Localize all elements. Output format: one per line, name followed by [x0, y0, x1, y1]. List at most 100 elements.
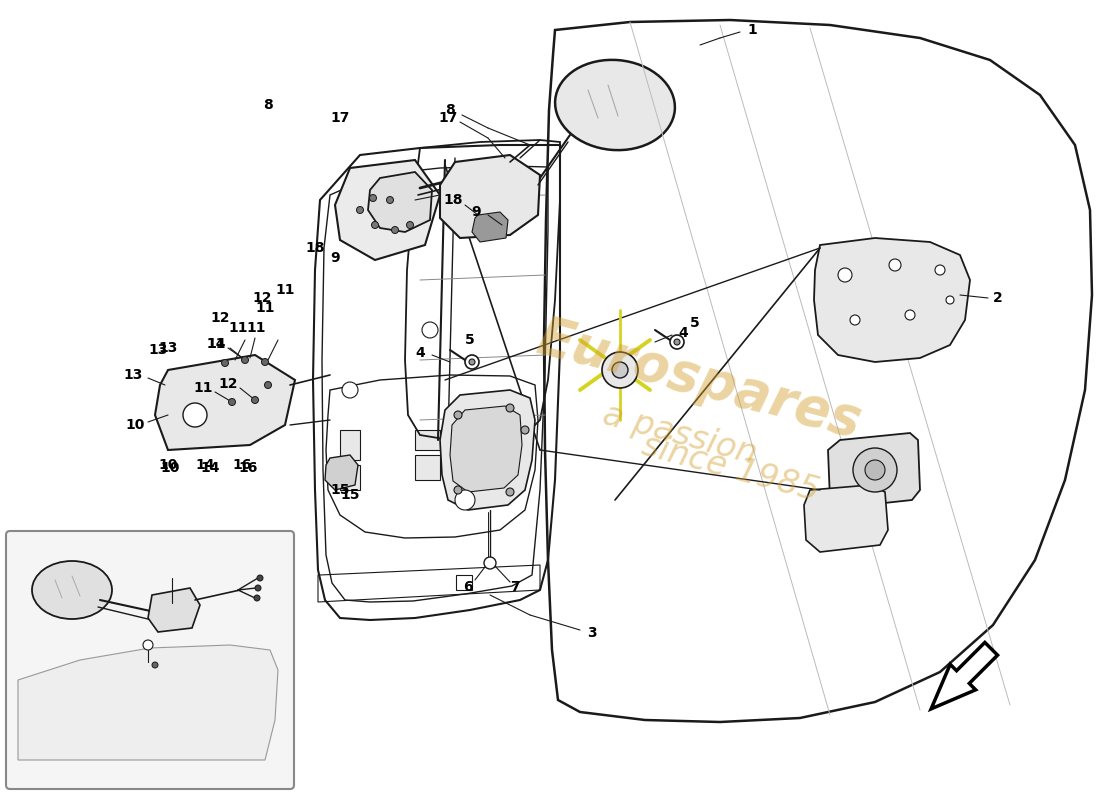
Circle shape [254, 595, 260, 601]
Circle shape [905, 310, 915, 320]
Text: 16: 16 [239, 461, 257, 475]
Text: 18: 18 [443, 193, 463, 207]
Polygon shape [415, 430, 440, 450]
Text: 13: 13 [158, 341, 178, 355]
Text: 14: 14 [207, 337, 226, 351]
Circle shape [262, 358, 268, 366]
Polygon shape [804, 485, 888, 552]
Circle shape [370, 194, 376, 202]
Circle shape [372, 222, 378, 229]
Text: 11: 11 [229, 321, 248, 335]
Circle shape [342, 382, 358, 398]
Text: 13: 13 [123, 368, 143, 382]
Text: 16: 16 [232, 458, 252, 472]
Circle shape [865, 460, 886, 480]
Circle shape [422, 322, 438, 338]
Polygon shape [440, 390, 535, 510]
Text: 6: 6 [463, 580, 473, 594]
Circle shape [612, 362, 628, 378]
Text: 13: 13 [148, 343, 167, 357]
Text: Eurospares: Eurospares [532, 312, 868, 448]
Circle shape [852, 448, 896, 492]
Polygon shape [18, 645, 278, 760]
Text: 15: 15 [340, 488, 360, 502]
Circle shape [506, 488, 514, 496]
Polygon shape [324, 455, 358, 490]
Circle shape [407, 222, 414, 229]
Polygon shape [472, 212, 508, 242]
Circle shape [455, 490, 475, 510]
Circle shape [850, 315, 860, 325]
Text: 11: 11 [275, 283, 295, 297]
Circle shape [242, 357, 249, 363]
Text: 4: 4 [415, 346, 425, 360]
Circle shape [221, 359, 229, 366]
Circle shape [469, 359, 475, 365]
Text: 5: 5 [690, 316, 700, 330]
Polygon shape [931, 642, 998, 709]
Text: 7: 7 [510, 580, 520, 594]
Ellipse shape [556, 60, 675, 150]
Polygon shape [368, 172, 432, 232]
Circle shape [454, 411, 462, 419]
Text: 11: 11 [194, 381, 212, 395]
FancyBboxPatch shape [6, 531, 294, 789]
Circle shape [356, 206, 363, 214]
Polygon shape [415, 455, 440, 480]
Circle shape [152, 662, 158, 668]
Circle shape [935, 265, 945, 275]
Text: 14: 14 [196, 458, 214, 472]
Circle shape [674, 339, 680, 345]
Circle shape [392, 226, 398, 234]
Text: 11: 11 [246, 321, 266, 335]
Polygon shape [148, 588, 200, 632]
Circle shape [838, 268, 853, 282]
Text: 8: 8 [446, 103, 455, 117]
Text: 9: 9 [330, 251, 340, 265]
Circle shape [454, 486, 462, 494]
Polygon shape [340, 465, 360, 490]
Polygon shape [814, 238, 970, 362]
Text: a passion: a passion [600, 398, 761, 471]
Text: 8: 8 [263, 98, 273, 112]
Circle shape [229, 398, 235, 406]
Polygon shape [340, 430, 360, 460]
Circle shape [257, 575, 263, 581]
Text: 3: 3 [587, 626, 597, 640]
Text: 12: 12 [210, 311, 230, 325]
Circle shape [386, 197, 394, 203]
Text: 15: 15 [330, 483, 350, 497]
Text: 9: 9 [471, 205, 481, 219]
Text: 18: 18 [306, 241, 324, 255]
Polygon shape [828, 433, 920, 508]
Text: 19: 19 [163, 563, 180, 577]
Text: 4: 4 [678, 326, 688, 340]
Circle shape [183, 403, 207, 427]
Text: 11: 11 [255, 301, 275, 315]
Circle shape [264, 382, 272, 389]
Ellipse shape [32, 561, 112, 619]
Text: 10: 10 [158, 458, 178, 472]
Circle shape [946, 296, 954, 304]
Polygon shape [440, 155, 540, 238]
Text: 10: 10 [125, 418, 145, 432]
Circle shape [889, 259, 901, 271]
Polygon shape [336, 160, 440, 260]
Circle shape [506, 404, 514, 412]
Polygon shape [155, 355, 295, 450]
Text: 11: 11 [207, 337, 226, 351]
Circle shape [252, 397, 258, 403]
Text: 5: 5 [465, 333, 475, 347]
Circle shape [521, 426, 529, 434]
Polygon shape [450, 406, 522, 492]
Circle shape [143, 640, 153, 650]
Circle shape [484, 557, 496, 569]
Circle shape [602, 352, 638, 388]
Text: 1: 1 [747, 23, 757, 37]
Text: 10: 10 [161, 461, 179, 475]
Text: 12: 12 [218, 377, 238, 391]
Circle shape [670, 335, 684, 349]
Circle shape [255, 585, 261, 591]
Text: 12: 12 [252, 291, 272, 305]
Text: 2: 2 [993, 291, 1003, 305]
